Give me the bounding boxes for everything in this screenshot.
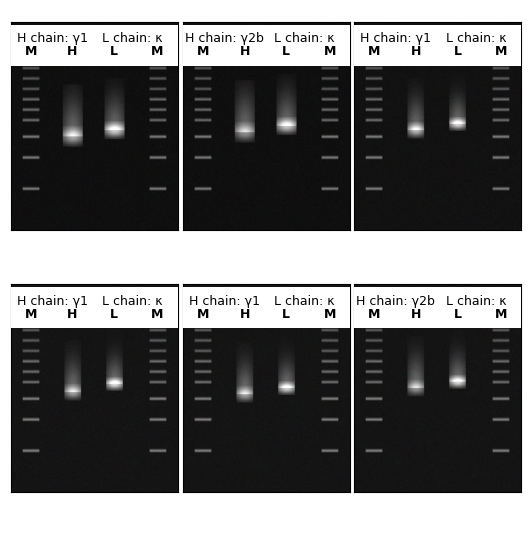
Text: H chain: γ2b: H chain: γ2b [356,294,435,307]
Text: E: E [188,29,197,43]
Text: M: M [368,308,380,321]
Text: L chain: κ: L chain: κ [275,32,335,45]
Text: L: L [454,308,462,321]
Text: M: M [368,45,380,58]
Text: M: M [152,45,164,58]
Text: H: H [411,308,421,321]
Text: M: M [197,45,209,58]
Text: A: A [14,292,25,306]
Text: L: L [282,45,290,58]
Text: H chain: γ1: H chain: γ1 [17,32,88,45]
Text: L chain: κ: L chain: κ [102,294,163,307]
Text: B: B [187,292,198,306]
Text: H: H [240,45,250,58]
Text: H chain: γ1: H chain: γ1 [360,32,431,45]
Text: M: M [24,45,37,58]
Text: M: M [495,45,507,58]
Text: H chain: γ1: H chain: γ1 [189,294,260,307]
Text: L chain: κ: L chain: κ [446,294,506,307]
Text: M: M [324,45,336,58]
Text: L chain: κ: L chain: κ [446,32,506,45]
Text: L chain: κ: L chain: κ [275,294,335,307]
Text: L: L [110,308,118,321]
Text: M: M [197,308,209,321]
Text: H chain: γ2b: H chain: γ2b [185,32,264,45]
Text: D: D [14,29,25,43]
Text: C: C [358,292,368,306]
Text: L: L [454,45,462,58]
Text: H: H [67,308,77,321]
Text: L chain: κ: L chain: κ [102,32,163,45]
Text: F: F [359,29,368,43]
Text: H: H [67,45,77,58]
Text: H chain: γ1: H chain: γ1 [17,294,88,307]
Text: M: M [495,308,507,321]
Text: M: M [152,308,164,321]
Text: M: M [24,308,37,321]
Text: L: L [110,45,118,58]
Text: L: L [282,308,290,321]
Text: H: H [240,308,250,321]
Text: H: H [411,45,421,58]
Text: M: M [324,308,336,321]
